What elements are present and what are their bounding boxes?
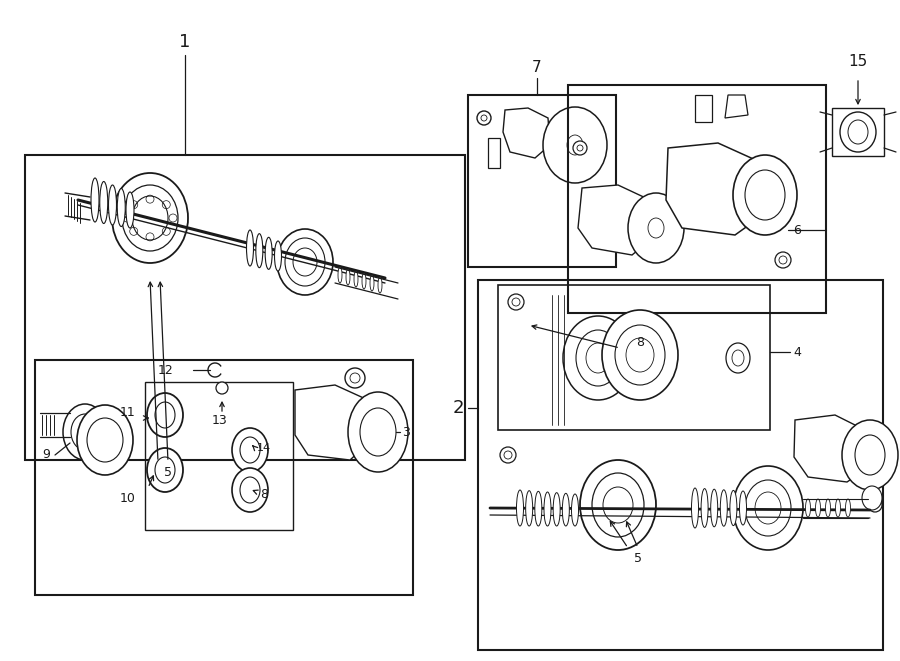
Text: 8: 8: [260, 488, 268, 502]
Text: 10: 10: [120, 492, 136, 504]
Ellipse shape: [726, 343, 750, 373]
Ellipse shape: [232, 428, 268, 472]
Ellipse shape: [733, 466, 803, 550]
Ellipse shape: [543, 107, 607, 183]
Ellipse shape: [256, 234, 263, 268]
Ellipse shape: [806, 499, 811, 517]
Ellipse shape: [535, 491, 542, 526]
Ellipse shape: [842, 420, 898, 490]
Ellipse shape: [247, 230, 254, 266]
Polygon shape: [503, 108, 550, 158]
Text: 12: 12: [158, 364, 174, 377]
Ellipse shape: [544, 492, 551, 526]
Circle shape: [868, 498, 882, 512]
Ellipse shape: [77, 405, 133, 475]
Ellipse shape: [701, 488, 708, 527]
Ellipse shape: [346, 269, 350, 285]
Ellipse shape: [277, 229, 333, 295]
Ellipse shape: [562, 493, 570, 526]
Ellipse shape: [112, 173, 188, 263]
Ellipse shape: [91, 178, 99, 222]
Ellipse shape: [117, 188, 125, 227]
Text: 8: 8: [636, 336, 644, 348]
Bar: [478, 280, 883, 650]
Ellipse shape: [720, 490, 727, 526]
Ellipse shape: [338, 267, 342, 283]
Ellipse shape: [840, 112, 876, 152]
Ellipse shape: [100, 182, 108, 223]
Ellipse shape: [126, 192, 134, 228]
Circle shape: [573, 141, 587, 155]
Ellipse shape: [563, 316, 633, 400]
Ellipse shape: [580, 460, 656, 550]
Ellipse shape: [730, 490, 737, 525]
Ellipse shape: [815, 499, 821, 517]
Bar: [568, 85, 826, 313]
Ellipse shape: [602, 310, 678, 400]
Ellipse shape: [517, 490, 524, 526]
Circle shape: [508, 294, 524, 310]
Ellipse shape: [274, 241, 282, 271]
Text: 5: 5: [164, 465, 172, 479]
Text: 14: 14: [257, 443, 271, 453]
Ellipse shape: [825, 499, 831, 517]
Bar: [498, 285, 770, 430]
Ellipse shape: [572, 494, 579, 526]
Text: 13: 13: [212, 414, 228, 426]
Ellipse shape: [147, 448, 183, 492]
Ellipse shape: [147, 393, 183, 437]
Bar: [832, 108, 884, 156]
Circle shape: [216, 382, 228, 394]
Ellipse shape: [733, 155, 797, 235]
Ellipse shape: [740, 491, 746, 525]
Circle shape: [590, 230, 606, 246]
Ellipse shape: [835, 499, 841, 517]
Polygon shape: [578, 185, 653, 255]
Text: 11: 11: [120, 405, 136, 418]
Ellipse shape: [266, 237, 272, 269]
Ellipse shape: [232, 468, 268, 512]
Text: 7: 7: [532, 61, 542, 75]
Ellipse shape: [526, 490, 533, 526]
Polygon shape: [794, 415, 868, 482]
Bar: [25, 155, 465, 460]
Text: 1: 1: [179, 33, 191, 51]
Text: 3: 3: [402, 426, 410, 438]
Polygon shape: [488, 138, 500, 168]
Bar: [468, 95, 616, 267]
Ellipse shape: [370, 275, 374, 291]
Circle shape: [345, 368, 365, 388]
Ellipse shape: [63, 404, 107, 460]
Polygon shape: [695, 95, 712, 122]
Text: 2: 2: [452, 399, 464, 417]
Text: 15: 15: [849, 54, 868, 69]
Ellipse shape: [362, 273, 366, 289]
Polygon shape: [295, 385, 372, 460]
Ellipse shape: [845, 499, 850, 517]
Circle shape: [775, 252, 791, 268]
Circle shape: [477, 111, 491, 125]
Ellipse shape: [348, 392, 408, 472]
Ellipse shape: [862, 486, 882, 510]
Ellipse shape: [711, 489, 717, 527]
Ellipse shape: [554, 492, 560, 526]
Bar: [145, 382, 293, 530]
Bar: [35, 360, 413, 595]
Ellipse shape: [354, 271, 358, 287]
Ellipse shape: [691, 488, 698, 528]
Ellipse shape: [109, 185, 116, 225]
Text: 9: 9: [42, 449, 50, 461]
Ellipse shape: [628, 193, 684, 263]
Polygon shape: [725, 95, 748, 118]
Text: 5: 5: [634, 551, 642, 564]
Circle shape: [500, 447, 516, 463]
Text: 4: 4: [793, 346, 801, 358]
Text: 6: 6: [793, 223, 801, 237]
Polygon shape: [666, 143, 763, 235]
Ellipse shape: [378, 277, 382, 293]
